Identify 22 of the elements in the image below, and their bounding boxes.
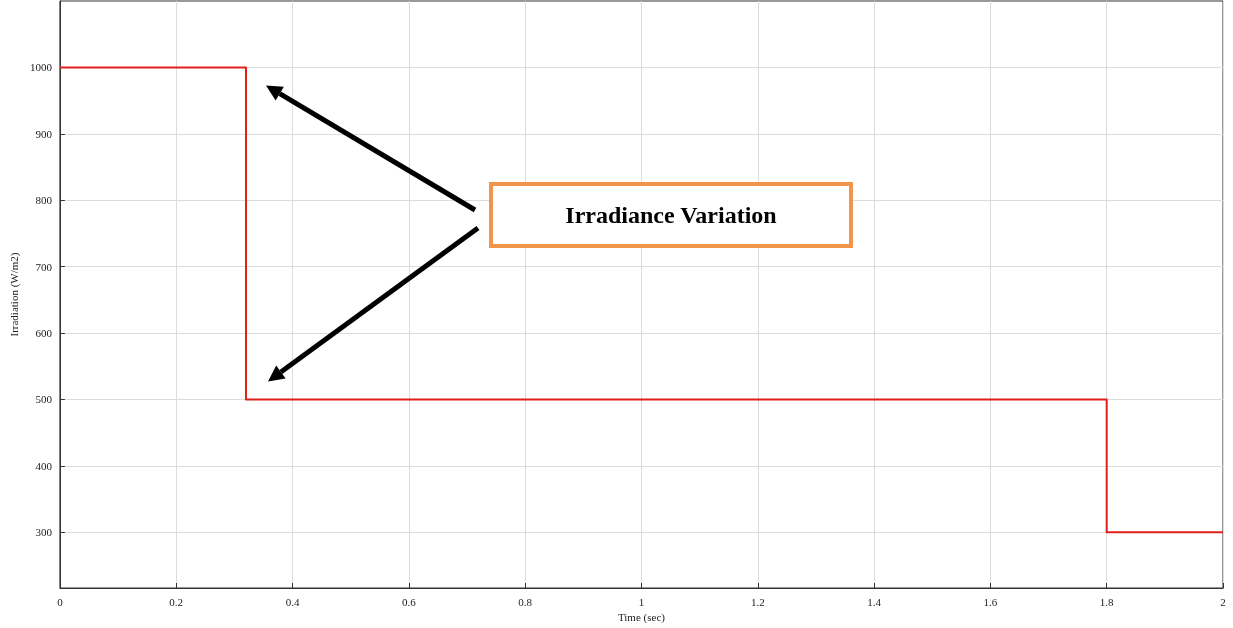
x-tick-label: 0.2 [169,595,184,608]
x-tick-label: 0.8 [518,595,533,608]
y-tick-label: 1000 [29,61,53,74]
x-tick-label: 1.6 [983,595,998,608]
y-tick-label: 700 [35,260,53,273]
callout-box: Irradiance Variation [489,182,853,248]
x-tick-label: 1.8 [1099,595,1115,608]
x-tick-label: 0.4 [285,595,300,608]
x-tick-label: 1 [638,595,645,608]
y-tick-label: 900 [35,127,53,140]
x-tick-label: 1.4 [867,595,882,608]
x-tick-label: 1.2 [750,595,765,608]
x-tick-label: 0.6 [401,595,417,608]
y-tick-label: 600 [35,327,53,340]
x-axis-title: Time (sec) [617,611,666,625]
y-tick-label: 300 [35,526,53,539]
x-tick-label: 2 [1220,595,1226,608]
y-tick-label: 800 [35,194,53,207]
y-tick-label: 400 [35,459,53,472]
x-tick-label: 0 [57,595,64,608]
y-tick-label: 500 [35,393,53,406]
y-axis-title: Irradiation (W/m2) [7,252,21,337]
